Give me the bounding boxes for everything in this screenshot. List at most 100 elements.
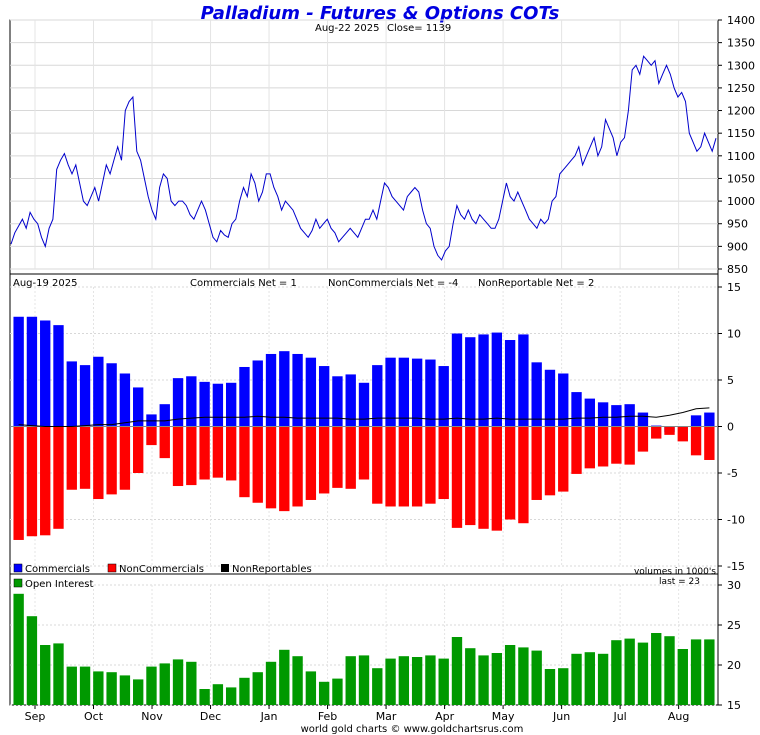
nonreportables-line	[18, 407, 710, 427]
noncommercials-bar	[186, 426, 197, 486]
open-interest-bar	[159, 663, 170, 705]
open-interest-bar	[345, 656, 356, 705]
legend-noncommercials-label: NonCommercials	[119, 564, 204, 575]
open-interest-bar	[13, 593, 24, 705]
noncommercials-bar	[106, 426, 117, 495]
price-line	[10, 55, 717, 261]
x-tick-label: Jan	[260, 710, 278, 723]
commercials-bar	[438, 366, 449, 427]
noncommercials-bar	[677, 426, 688, 442]
commercials-bar	[332, 376, 343, 427]
commercials-bar	[690, 415, 702, 427]
open-interest-bar	[664, 636, 675, 705]
open-interest-bar	[398, 656, 410, 705]
open-interest-bar	[597, 653, 609, 705]
legend-oi-swatch	[13, 578, 23, 588]
commercials-bar	[119, 373, 131, 427]
noncommercials-bar	[478, 426, 489, 529]
open-interest-bar	[677, 649, 688, 705]
noncommercials-bar	[385, 426, 396, 507]
noncommercials-bar	[318, 426, 330, 494]
open-interest-bar	[26, 616, 38, 705]
y-tick-label: 1150	[727, 127, 755, 140]
volume-units: volumes in 1000's	[634, 567, 716, 577]
noncommercials-bar	[159, 426, 170, 459]
noncommercials-bar	[451, 426, 463, 528]
commercials-bar	[518, 334, 529, 427]
commercials-bar	[398, 357, 410, 427]
commercials-bar	[478, 334, 489, 427]
commercials-net: Commercials Net = 1	[190, 278, 297, 289]
noncommercials-bar	[332, 426, 343, 488]
commercials-bar	[345, 374, 356, 427]
chart-title: Palladium - Futures & Options COTs	[201, 3, 560, 24]
noncommercials-bar	[531, 426, 542, 500]
commercials-bar	[318, 366, 330, 427]
open-interest-bar	[252, 672, 263, 705]
open-interest-bar	[186, 661, 197, 705]
open-interest-bar	[571, 653, 582, 705]
noncommercials-bar	[146, 426, 157, 446]
noncommercials-bar	[491, 426, 503, 531]
noncommercials-bar	[611, 426, 622, 464]
y-tick-label: 1100	[727, 150, 755, 163]
noncommercials-bar	[637, 426, 649, 452]
y-tick-label: 15	[727, 699, 741, 712]
open-interest-bar	[292, 656, 303, 705]
y-tick-label: 0	[727, 421, 734, 434]
commercials-bar	[292, 353, 303, 427]
commercials-bar	[491, 332, 503, 427]
commercials-bar	[704, 412, 715, 427]
noncommercials-bar	[252, 426, 263, 503]
open-interest-bar	[279, 649, 290, 705]
legend-noncommercials-swatch	[107, 563, 117, 573]
noncommercials-bar	[372, 426, 383, 504]
open-interest-bar	[40, 645, 51, 705]
y-tick-label: -5	[727, 467, 738, 480]
commercials-bar	[265, 353, 277, 427]
commercials-bar	[624, 404, 635, 427]
open-interest-bar	[651, 633, 662, 705]
open-interest-bar	[438, 658, 449, 705]
open-interest-bar	[318, 681, 330, 705]
commercials-bar	[239, 366, 250, 427]
legend-nonreportables-swatch	[221, 564, 229, 572]
open-interest-bar	[584, 652, 595, 705]
noncommercials-bar	[345, 426, 356, 489]
noncommercials-bar	[411, 426, 423, 507]
noncommercials-bar	[13, 426, 24, 540]
open-interest-bar	[239, 677, 250, 705]
commercials-bar	[79, 365, 91, 427]
noncommercials-bar	[265, 426, 277, 509]
noncommercials-bar	[558, 426, 569, 492]
noncommercials-bar	[93, 426, 104, 500]
noncommercials-bar	[279, 426, 290, 512]
commercials-bar	[372, 365, 383, 427]
commercials-bar	[571, 392, 582, 427]
y-tick-label: 1350	[727, 37, 755, 50]
commercials-bar	[465, 337, 476, 427]
y-tick-label: 20	[727, 659, 741, 672]
legend-oi-label: Open Interest	[25, 579, 94, 590]
y-tick-label: 30	[727, 579, 741, 592]
open-interest-bar	[465, 648, 476, 705]
y-tick-label: 1200	[727, 105, 755, 118]
open-interest-bar	[451, 637, 463, 705]
y-tick-label: 1400	[727, 14, 755, 27]
commercials-bar	[53, 325, 64, 427]
noncommercials-bar	[26, 426, 38, 537]
noncommercials-bar	[704, 426, 715, 460]
oi-last: last = 23	[659, 577, 700, 587]
noncommercials-bar	[425, 426, 436, 504]
open-interest-bar	[79, 666, 91, 705]
noncommercials-bar	[438, 426, 449, 500]
commercials-bar	[451, 333, 463, 427]
commercials-bar	[279, 351, 290, 427]
commercials-bar	[93, 356, 104, 427]
open-interest-bar	[411, 657, 423, 705]
commercials-bar	[212, 383, 224, 427]
commercials-bar	[411, 358, 423, 427]
open-interest-bar	[385, 658, 396, 705]
noncommercials-bar	[544, 426, 556, 496]
